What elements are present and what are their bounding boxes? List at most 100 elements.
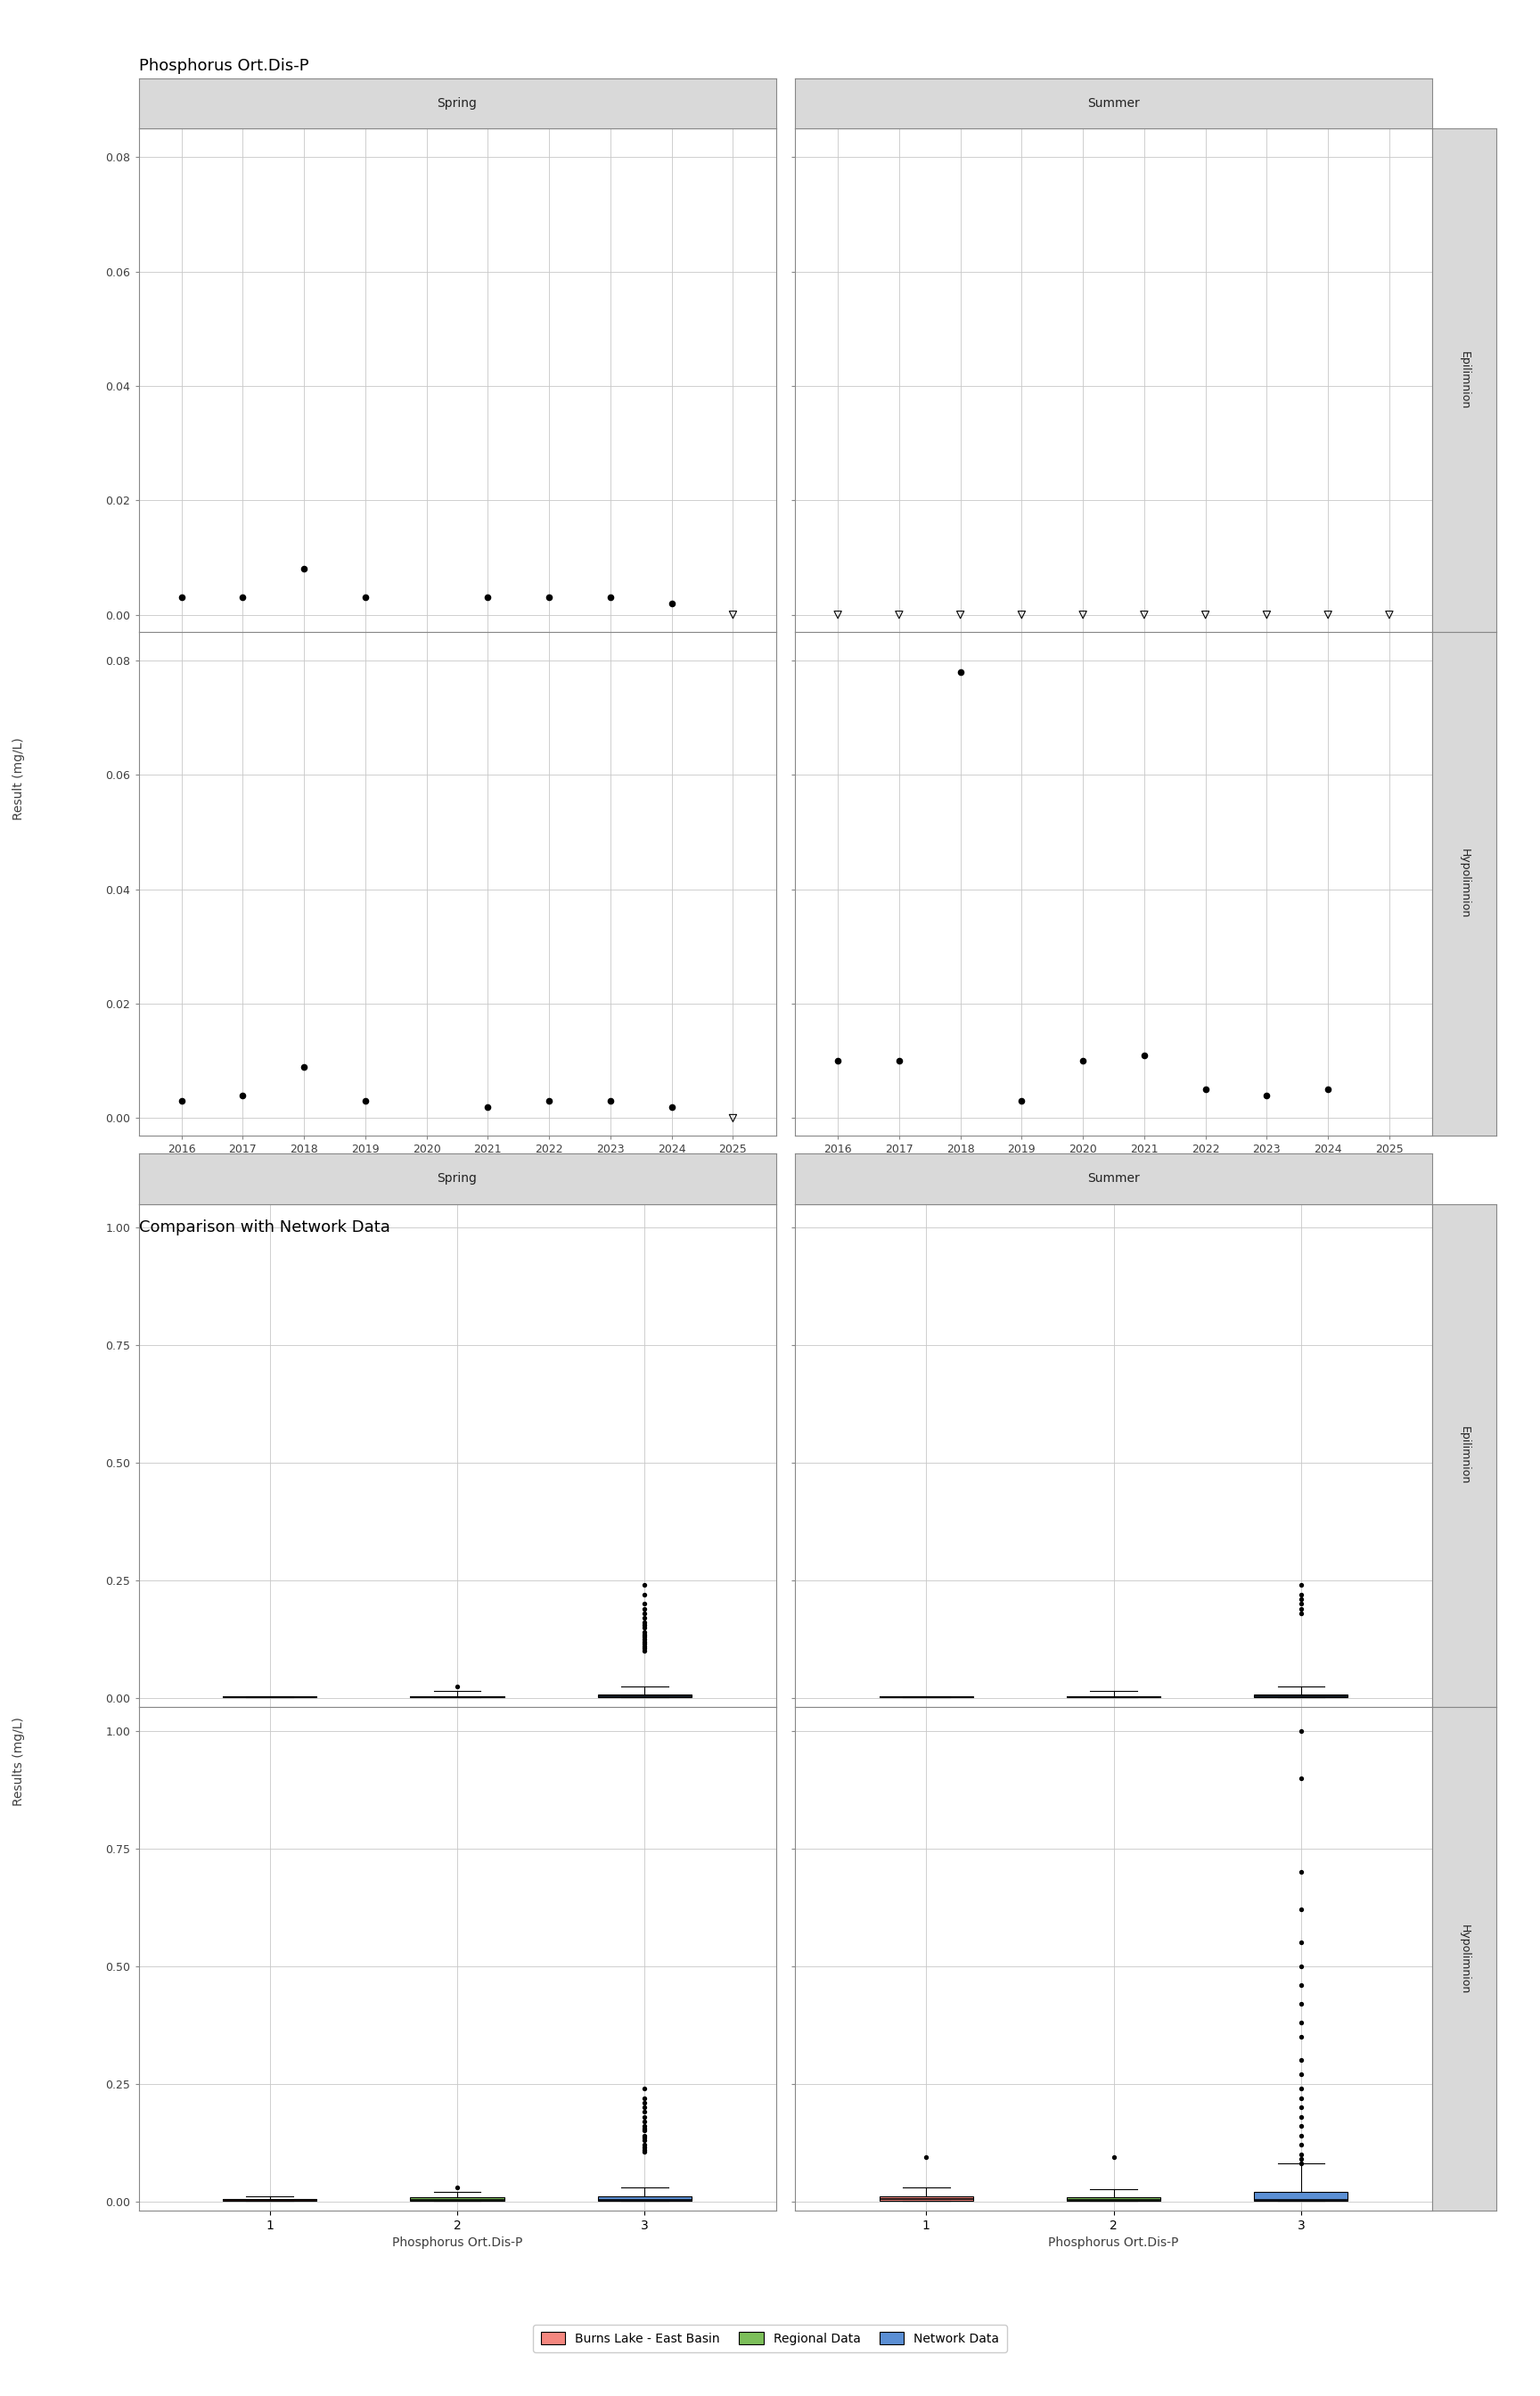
Point (1132, 1035, 1157, 1073)
Point (445, 2168, 470, 2207)
X-axis label: Phosphorus Ort.Dis-P: Phosphorus Ort.Dis-P (393, 2238, 522, 2250)
Point (1289, 1574, 1314, 1613)
Point (1289, 1593, 1314, 1632)
Point (825, 597, 850, 635)
Point (633, 1617, 658, 1656)
Point (1289, 1589, 1314, 1627)
Point (633, 1622, 658, 1660)
Point (1289, 1948, 1314, 1986)
Point (633, 1593, 658, 1632)
Point (913, 2137, 938, 2176)
Point (1070, 597, 1095, 635)
Point (633, 1598, 658, 1636)
Point (633, 1589, 658, 1627)
Point (1289, 1984, 1314, 2022)
PathPatch shape (1067, 2197, 1161, 2200)
Point (633, 1567, 658, 1605)
Point (1289, 1579, 1314, 1617)
Point (1289, 2070, 1314, 2108)
Point (721, 597, 745, 635)
Point (1289, 1567, 1314, 1605)
Point (476, 577, 501, 616)
Point (633, 2130, 658, 2168)
Point (887, 597, 912, 635)
Point (445, 1668, 470, 1706)
Point (1289, 2003, 1314, 2041)
PathPatch shape (598, 1694, 691, 1696)
Point (598, 1083, 622, 1121)
Point (1289, 1852, 1314, 1890)
Point (1289, 2140, 1314, 2178)
Text: Result (mg/L): Result (mg/L) (12, 738, 25, 819)
Point (633, 1613, 658, 1651)
Point (633, 1624, 658, 1663)
Point (169, 577, 194, 616)
Point (476, 1088, 501, 1126)
Point (1255, 1076, 1280, 1114)
Point (721, 1100, 745, 1138)
Point (633, 2125, 658, 2164)
Point (633, 1629, 658, 1668)
Point (633, 2085, 658, 2123)
Point (633, 1603, 658, 1641)
Point (633, 1574, 658, 1613)
Point (1132, 597, 1157, 635)
Point (353, 577, 377, 616)
Point (1289, 2125, 1314, 2164)
Point (633, 2120, 658, 2159)
Point (1315, 597, 1340, 635)
Point (633, 2128, 658, 2166)
Point (1289, 2135, 1314, 2173)
Point (633, 2108, 658, 2147)
Text: Comparison with Network Data: Comparison with Network Data (139, 1220, 390, 1236)
Point (633, 2070, 658, 2108)
Point (231, 1076, 256, 1114)
Point (1289, 2089, 1314, 2128)
PathPatch shape (1254, 2192, 1348, 2200)
Point (825, 1042, 850, 1081)
Point (633, 2101, 658, 2140)
Point (537, 577, 562, 616)
Point (633, 1608, 658, 1646)
Point (1289, 2106, 1314, 2144)
Point (1009, 1083, 1033, 1121)
Point (633, 2111, 658, 2149)
Point (291, 549, 316, 587)
Point (1289, 2144, 1314, 2183)
PathPatch shape (598, 2197, 691, 2200)
Point (1289, 1890, 1314, 1929)
Point (633, 1615, 658, 1653)
Point (659, 585, 684, 623)
Point (1009, 597, 1033, 635)
Point (1194, 1071, 1218, 1109)
Point (949, 597, 973, 635)
Point (1289, 2017, 1314, 2056)
Point (633, 2089, 658, 2128)
Point (1194, 597, 1218, 635)
Point (353, 1083, 377, 1121)
Point (1289, 1711, 1314, 1749)
Point (1289, 1965, 1314, 2003)
Point (169, 1083, 194, 1121)
PathPatch shape (879, 2197, 973, 2200)
Point (633, 2080, 658, 2118)
Point (231, 577, 256, 616)
Point (1289, 2056, 1314, 2094)
Point (633, 1627, 658, 1665)
Point (1315, 1071, 1340, 1109)
Point (1289, 1924, 1314, 1962)
Point (633, 1584, 658, 1622)
Point (1070, 1042, 1095, 1081)
Point (633, 2116, 658, 2154)
Legend: Burns Lake - East Basin, Regional Data, Network Data: Burns Lake - East Basin, Regional Data, … (533, 2324, 1007, 2353)
X-axis label: Phosphorus Ort.Dis-P: Phosphorus Ort.Dis-P (1049, 2238, 1178, 2250)
Point (1289, 2080, 1314, 2118)
Point (633, 2106, 658, 2144)
Point (291, 1047, 316, 1085)
Point (1289, 2096, 1314, 2135)
Point (633, 1632, 658, 1670)
Point (633, 1620, 658, 1658)
Point (1289, 2041, 1314, 2080)
PathPatch shape (410, 2197, 504, 2200)
Text: Results (mg/L): Results (mg/L) (12, 1716, 25, 1807)
